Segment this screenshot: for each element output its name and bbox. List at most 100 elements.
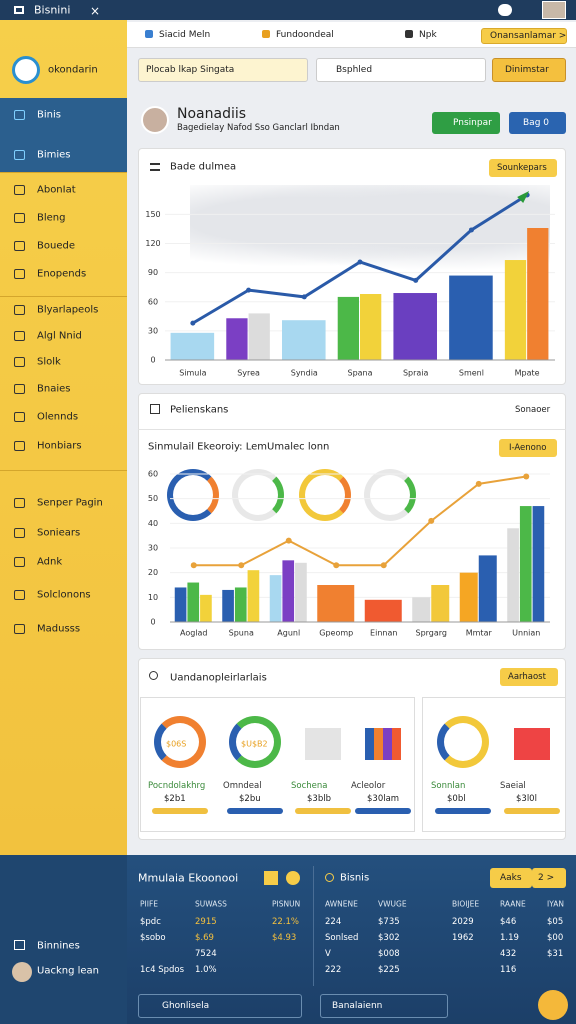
divider bbox=[313, 866, 314, 986]
nav-icon bbox=[14, 110, 25, 120]
button-label: Aaks bbox=[500, 873, 522, 883]
tab[interactable]: Npk bbox=[419, 30, 437, 40]
table-cell: 1.0% bbox=[195, 965, 217, 975]
nav-icon bbox=[14, 940, 25, 950]
table-cell: $735 bbox=[378, 917, 400, 927]
profile-name: Noanadiis bbox=[177, 106, 247, 122]
card-action[interactable]: Sonaoer bbox=[515, 405, 551, 415]
search-icon bbox=[149, 671, 158, 680]
search-placeholder: Ghonlisela bbox=[162, 1001, 210, 1011]
nav-icon bbox=[14, 269, 25, 279]
button[interactable] bbox=[490, 868, 532, 888]
tab[interactable]: Fundoondeal bbox=[276, 30, 334, 40]
notify-icon bbox=[498, 4, 512, 16]
tab-icon bbox=[405, 30, 413, 38]
divider bbox=[138, 429, 566, 430]
table-cell: $00 bbox=[547, 933, 564, 943]
donut-label: $U$B2 bbox=[241, 739, 268, 749]
table-cell: 116 bbox=[500, 965, 517, 975]
nav-item[interactable]: Enopends bbox=[37, 268, 87, 280]
card-subtitle: Sinmulail Ekeoroiy: LemUmalec lonn bbox=[148, 441, 330, 453]
nav-item[interactable]: Slolk bbox=[37, 356, 61, 368]
search-input[interactable] bbox=[316, 58, 486, 82]
search-input[interactable] bbox=[138, 58, 308, 82]
button-label: 2 > bbox=[538, 873, 555, 883]
table-cell: $4.93 bbox=[272, 933, 297, 943]
nav-icon bbox=[14, 305, 25, 315]
close-icon[interactable]: × bbox=[90, 4, 101, 18]
icon-ring bbox=[364, 469, 416, 521]
item-value: $3blb bbox=[307, 794, 331, 804]
item-value: $2bu bbox=[239, 794, 261, 804]
button[interactable] bbox=[432, 112, 500, 134]
nav-item[interactable]: AbonIat bbox=[37, 184, 76, 196]
table-cell: 22.1% bbox=[272, 917, 300, 927]
search-input[interactable] bbox=[320, 994, 448, 1018]
nav-item[interactable]: Bimies bbox=[37, 149, 71, 161]
pill bbox=[227, 808, 283, 814]
nav-item[interactable]: Bouede bbox=[37, 240, 75, 252]
button[interactable] bbox=[500, 668, 558, 686]
button-label: Pnsinpar bbox=[453, 118, 492, 128]
button-label: Aarhaost bbox=[508, 672, 546, 682]
nav-item[interactable]: Bleng bbox=[37, 212, 66, 224]
item-label: Pocndolakhrg bbox=[148, 781, 206, 791]
table-header: PISNUN bbox=[272, 899, 301, 909]
nav-item[interactable]: Bnaies bbox=[37, 383, 71, 395]
table-header: PIIFE bbox=[140, 899, 158, 909]
divider bbox=[0, 172, 127, 173]
table-cell: $05 bbox=[547, 917, 564, 927]
tab[interactable]: Siacid Meln bbox=[159, 30, 211, 40]
divider bbox=[0, 470, 127, 471]
icon bbox=[286, 871, 300, 885]
button[interactable] bbox=[532, 868, 566, 888]
nav-item[interactable]: Solclonons bbox=[37, 589, 91, 601]
nav-item[interactable]: Madusss bbox=[37, 623, 81, 635]
item-value: $3l0l bbox=[516, 794, 537, 804]
nav-item[interactable]: Soniears bbox=[37, 527, 81, 539]
nav-item[interactable]: Honbiars bbox=[37, 440, 82, 452]
nav-item[interactable]: Algl Nnid bbox=[37, 330, 82, 342]
donut bbox=[437, 716, 489, 768]
button-label: Sounkepars bbox=[497, 163, 547, 173]
table-cell: $302 bbox=[378, 933, 400, 943]
nav-item[interactable]: Binis bbox=[37, 109, 61, 121]
nav-icon bbox=[14, 441, 25, 451]
button[interactable] bbox=[481, 28, 567, 44]
item-label: Sochena bbox=[291, 781, 328, 791]
nav-item[interactable]: Blyarlapeols bbox=[37, 304, 99, 316]
button[interactable] bbox=[492, 58, 566, 82]
nav-item[interactable]: Adnk bbox=[37, 556, 63, 568]
donut bbox=[154, 716, 206, 768]
nav-item[interactable]: Olennds bbox=[37, 411, 79, 423]
icon bbox=[325, 873, 334, 882]
footer-title: Mmulaia Ekoonooi bbox=[138, 871, 239, 885]
search-placeholder: Banalaienn bbox=[332, 1001, 383, 1011]
button[interactable] bbox=[499, 439, 557, 457]
fab[interactable] bbox=[538, 990, 568, 1020]
table-cell: 1c4 Spdos bbox=[140, 965, 185, 975]
button[interactable] bbox=[509, 112, 566, 134]
nav-item[interactable]: Binnines bbox=[37, 940, 80, 952]
search-input[interactable] bbox=[138, 994, 302, 1018]
nav-item[interactable]: Uackng lean bbox=[37, 965, 99, 977]
table-cell: 224 bbox=[325, 917, 342, 927]
icon bbox=[264, 871, 278, 885]
button-label: Dinimstar bbox=[505, 65, 549, 75]
donut bbox=[229, 716, 281, 768]
table-header: SUWASS bbox=[195, 899, 227, 909]
icon-ring bbox=[167, 469, 219, 521]
nav-item[interactable]: Senper Pagin bbox=[37, 497, 103, 509]
donut-label: $06S bbox=[166, 739, 187, 749]
avatar bbox=[542, 1, 566, 19]
button[interactable] bbox=[489, 159, 557, 177]
table-cell: $008 bbox=[378, 949, 400, 959]
nav-icon bbox=[14, 331, 25, 341]
nav-icon bbox=[14, 357, 25, 367]
table-header: VWUGE bbox=[378, 899, 407, 909]
table-cell: $pdc bbox=[140, 917, 161, 927]
profile-subtitle: Bagedielay Nafod Sso Ganclarl Ibndan bbox=[177, 123, 340, 133]
button-label: I-Aenono bbox=[509, 443, 547, 453]
card bbox=[138, 393, 566, 650]
